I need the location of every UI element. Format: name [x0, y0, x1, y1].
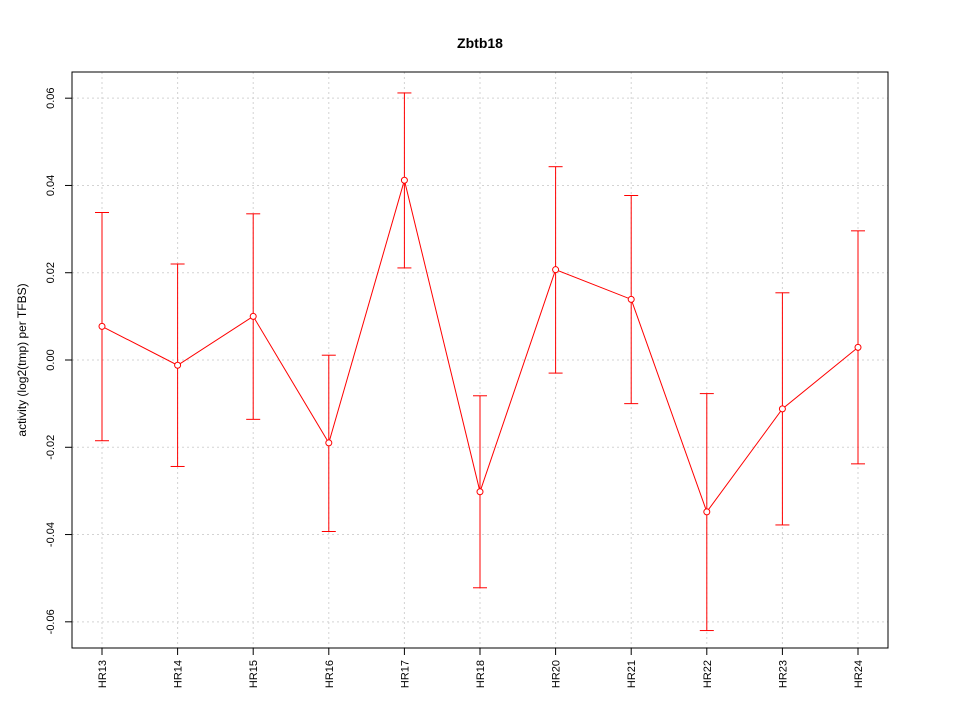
y-axis: -0.06 -0.04 -0.02 0.00 0.02 0.04 0.06 — [45, 87, 72, 634]
y-tick-label: 0.00 — [45, 349, 57, 370]
data-point — [703, 508, 711, 516]
data-point — [552, 266, 560, 274]
x-tick-label: HR18 — [475, 660, 487, 688]
data-point — [627, 295, 635, 303]
x-tick-label: HR16 — [324, 660, 336, 688]
chart-title: Zbtb18 — [457, 35, 503, 51]
y-tick-label: 0.06 — [45, 87, 57, 108]
x-tick-label: HR17 — [399, 660, 411, 688]
data-points — [98, 176, 862, 516]
data-point — [98, 322, 106, 330]
x-tick-label: HR23 — [777, 660, 789, 688]
y-tick-label: -0.04 — [45, 522, 57, 547]
x-tick-label: HR15 — [248, 660, 260, 688]
data-point — [476, 488, 484, 496]
x-axis: HR13 HR14 HR15 HR16 HR17 HR18 HR20 HR21 HR22 HR23… — [97, 648, 865, 688]
y-axis-label: activity (log2(tmp) per TFBS) — [15, 283, 29, 436]
data-point — [174, 361, 182, 369]
y-tick-label: 0.02 — [45, 262, 57, 283]
data-point — [854, 343, 862, 351]
x-tick-label: HR20 — [551, 660, 563, 688]
x-tick-label: HR13 — [97, 660, 109, 688]
y-tick-label: -0.02 — [45, 435, 57, 460]
x-tick-label: HR21 — [626, 660, 638, 688]
x-tick-label: HR22 — [702, 660, 714, 688]
x-tick-label: HR14 — [173, 660, 185, 688]
data-point — [400, 176, 408, 184]
data-point — [325, 439, 333, 447]
x-tick-label: HR24 — [853, 660, 865, 688]
y-tick-label: -0.06 — [45, 609, 57, 634]
data-point — [249, 312, 257, 320]
data-point — [778, 405, 786, 413]
y-tick-label: 0.04 — [45, 175, 57, 196]
